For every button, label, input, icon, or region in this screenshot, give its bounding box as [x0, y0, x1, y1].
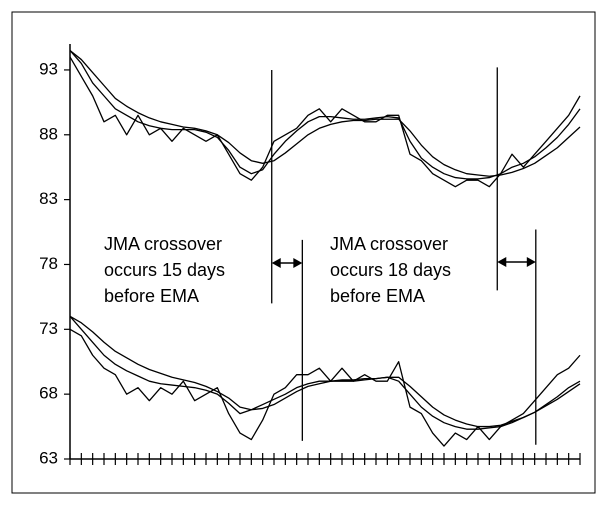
y-tick-label: 93 [39, 59, 58, 78]
annotation-text: JMA crossover [104, 234, 222, 254]
series-line [69, 49, 581, 177]
series-line [69, 315, 581, 430]
arrow-head [497, 257, 507, 267]
y-tick-label: 88 [39, 124, 58, 143]
y-tick-label: 83 [39, 189, 58, 208]
y-tick-label: 78 [39, 254, 58, 273]
y-tick-label: 68 [39, 384, 58, 403]
series-line [69, 56, 581, 188]
y-tick-label: 73 [39, 319, 58, 338]
series-line [69, 328, 581, 447]
series-line [69, 315, 581, 428]
arrow-head [526, 257, 536, 267]
annotation-text: occurs 18 days [330, 260, 451, 280]
arrow-head [293, 258, 303, 268]
y-tick-label: 63 [39, 448, 58, 467]
annotation-text: before EMA [330, 286, 425, 306]
frame [11, 11, 596, 494]
annotation-text: before EMA [104, 286, 199, 306]
arrow-head [271, 258, 281, 268]
annotation-text: JMA crossover [330, 234, 448, 254]
annotation-text: occurs 15 days [104, 260, 225, 280]
